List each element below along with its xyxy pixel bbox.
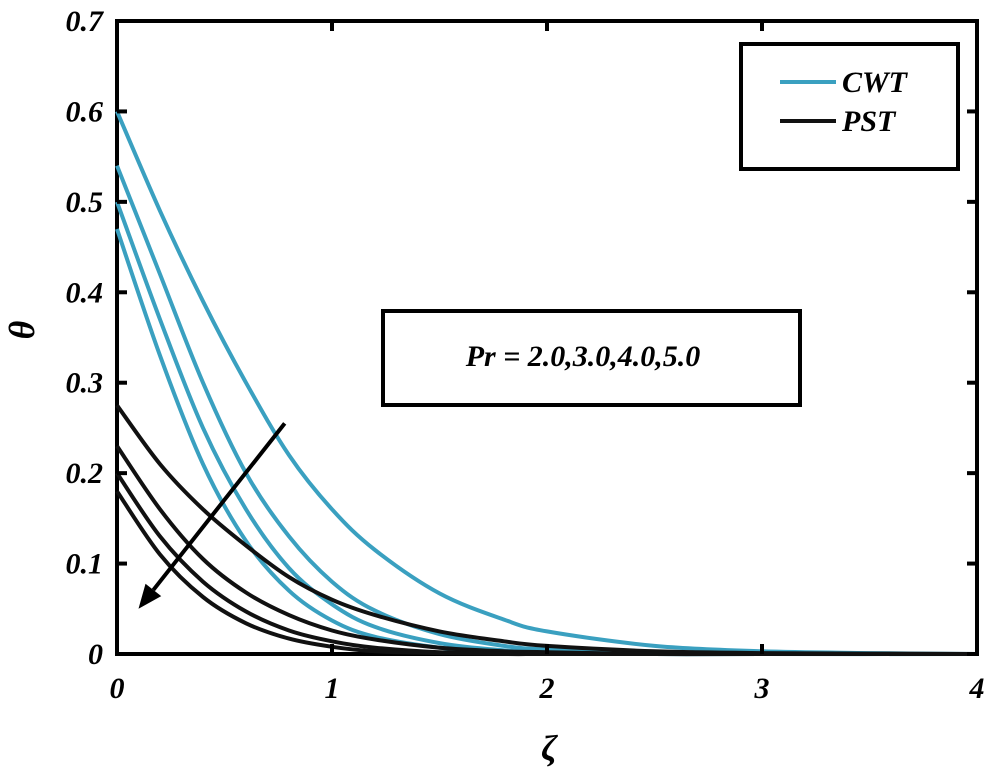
series-line-pst-8 xyxy=(115,490,977,657)
y-tick-label: 0 xyxy=(88,638,103,671)
annotation-arrowhead xyxy=(138,583,162,609)
y-tick-label: 0.7 xyxy=(66,5,105,38)
y-tick-label: 0.5 xyxy=(66,186,104,219)
x-tick-label: 3 xyxy=(754,672,770,705)
y-tick-label: 0.6 xyxy=(66,95,104,128)
x-tick-label: 0 xyxy=(110,672,125,705)
series-line-pst-7 xyxy=(115,471,977,657)
y-tick-label: 0.3 xyxy=(66,367,104,400)
y-tick-label: 0.2 xyxy=(66,457,104,490)
x-axis-label: ζ xyxy=(541,728,558,768)
series-line-cwt-3 xyxy=(115,201,977,657)
annotation-box xyxy=(381,309,802,407)
y-tick-label: 0.4 xyxy=(66,276,104,309)
y-axis-label: θ xyxy=(2,320,42,339)
legend-label-pst: PST xyxy=(841,105,897,138)
annotation-arrow xyxy=(151,422,287,592)
series-line-pst-5 xyxy=(115,404,978,656)
series-line-cwt-2 xyxy=(115,164,978,657)
legend-box xyxy=(739,42,960,171)
annotation-text: Pr = 2.0,3.0,4.0,5.0 xyxy=(465,340,701,373)
annotation: Pr = 2.0,3.0,4.0,5.0 xyxy=(138,309,802,609)
legend: CWT PST xyxy=(739,42,960,171)
x-tick-label: 4 xyxy=(969,672,985,705)
ticks-layer: 0 1 2 3 4 0 0.1 0.2 0.3 0.4 0.5 0.6 0.7 xyxy=(66,5,985,705)
x-tick-label: 2 xyxy=(539,672,555,705)
legend-label-cwt: CWT xyxy=(842,66,909,99)
x-tick-label: 1 xyxy=(325,672,340,705)
y-tick-label: 0.1 xyxy=(66,548,104,581)
